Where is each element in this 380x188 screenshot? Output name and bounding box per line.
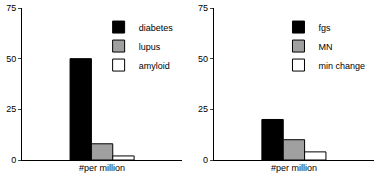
- svg-text:lupus: lupus: [139, 42, 161, 52]
- svg-text:50: 50: [198, 54, 208, 64]
- svg-text:amyloid: amyloid: [139, 61, 170, 71]
- svg-text:0: 0: [203, 155, 208, 165]
- svg-text:MN: MN: [318, 42, 332, 52]
- svg-text:0: 0: [11, 155, 16, 165]
- svg-text:25: 25: [6, 104, 16, 114]
- svg-text:#per million: #per million: [79, 163, 125, 173]
- svg-text:#per million: #per million: [271, 163, 317, 173]
- svg-text:diabetes: diabetes: [139, 23, 174, 33]
- svg-text:75: 75: [6, 3, 16, 13]
- svg-text:min change: min change: [318, 61, 365, 71]
- svg-text:75: 75: [198, 3, 208, 13]
- svg-text:25: 25: [198, 104, 208, 114]
- svg-text:50: 50: [6, 54, 16, 64]
- svg-text:fgs: fgs: [318, 23, 331, 33]
